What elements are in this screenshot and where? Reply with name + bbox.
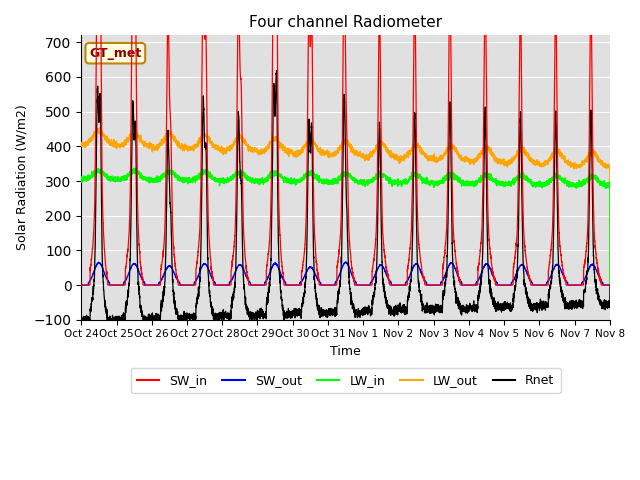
Rnet <box>77 312 85 317</box>
Rnet <box>494 303 502 309</box>
Y-axis label: Solar Radiation (W/m2): Solar Radiation (W/m2) <box>15 105 28 251</box>
SW_out <box>342 259 350 265</box>
LW_out <box>77 144 85 149</box>
Text: GT_met: GT_met <box>89 47 141 60</box>
Rnet <box>606 282 614 288</box>
LW_in <box>131 165 138 171</box>
Rnet <box>326 312 333 318</box>
LW_out <box>97 125 104 131</box>
LW_out <box>494 161 502 167</box>
LW_in <box>77 174 85 180</box>
X-axis label: Time: Time <box>330 345 361 358</box>
Line: LW_out: LW_out <box>81 128 610 285</box>
SW_out <box>464 282 472 288</box>
SW_in <box>464 282 472 288</box>
Line: LW_in: LW_in <box>81 168 610 285</box>
LW_in <box>326 178 333 184</box>
SW_in <box>435 282 442 288</box>
LW_in <box>173 173 180 179</box>
SW_in <box>605 282 613 288</box>
SW_out <box>326 282 333 288</box>
SW_in <box>172 271 180 277</box>
Legend: SW_in, SW_out, LW_in, LW_out, Rnet: SW_in, SW_out, LW_in, LW_out, Rnet <box>131 368 561 393</box>
LW_out <box>605 163 613 168</box>
SW_in <box>606 282 614 288</box>
Rnet <box>435 307 443 312</box>
Rnet <box>464 304 472 310</box>
SW_out <box>77 282 85 288</box>
SW_out <box>605 282 613 288</box>
Title: Four channel Radiometer: Four channel Radiometer <box>249 15 442 30</box>
LW_in <box>605 181 613 187</box>
Rnet <box>173 309 180 314</box>
SW_out <box>606 282 614 288</box>
LW_in <box>464 182 472 188</box>
LW_in <box>606 282 614 288</box>
LW_out <box>173 138 180 144</box>
SW_out <box>172 275 180 281</box>
SW_out <box>435 282 442 288</box>
Rnet <box>104 324 112 329</box>
SW_in <box>326 282 333 288</box>
LW_in <box>494 178 502 183</box>
Line: Rnet: Rnet <box>81 71 610 326</box>
Line: SW_in: SW_in <box>81 0 610 285</box>
LW_out <box>435 156 442 161</box>
LW_in <box>435 180 442 186</box>
LW_out <box>464 158 472 164</box>
Rnet <box>605 302 613 308</box>
SW_in <box>77 282 85 288</box>
Rnet <box>273 68 280 73</box>
SW_in <box>494 282 502 288</box>
LW_out <box>326 153 333 159</box>
Line: SW_out: SW_out <box>81 262 610 285</box>
LW_out <box>606 282 614 288</box>
SW_out <box>494 282 502 288</box>
